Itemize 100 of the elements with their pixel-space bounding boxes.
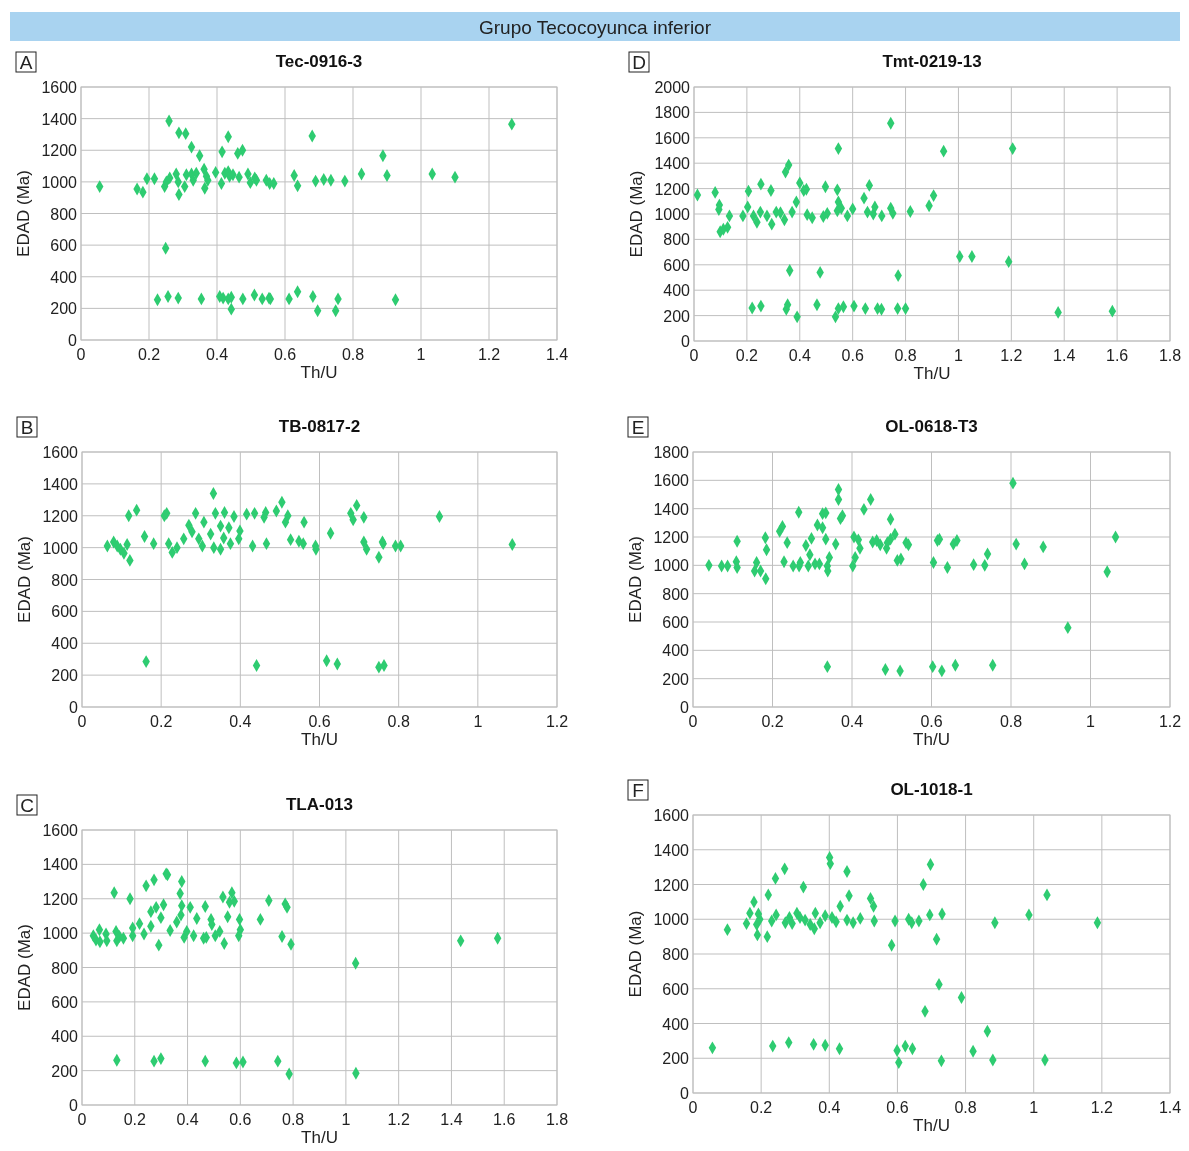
y-tick-label: 1000	[41, 173, 78, 191]
y-tick-label: 0	[681, 333, 691, 350]
x-tick-label: 0.4	[229, 713, 252, 730]
chart-title: TB-0817-2	[278, 417, 361, 436]
y-tick-label: 0	[68, 332, 78, 349]
x-tick-label: 0.8	[341, 346, 365, 363]
y-tick-label: 400	[50, 268, 78, 286]
x-tick-label: 1.8	[1158, 347, 1182, 364]
y-tick-label: 1400	[653, 841, 690, 859]
y-tick-label: 1400	[42, 475, 79, 493]
y-tick-label: 200	[50, 300, 78, 318]
y-tick-label: 1000	[42, 925, 79, 943]
x-tick-label: 0.2	[150, 713, 173, 730]
x-tick-label: 1.4	[1158, 1099, 1182, 1116]
y-tick-label: 2000	[654, 79, 691, 96]
y-axis-title: EDAD (Ma)	[626, 910, 645, 998]
x-tick-label: 1	[1029, 1099, 1039, 1116]
x-axis-title: Th/U	[913, 364, 951, 383]
y-tick-label: 400	[663, 282, 691, 300]
x-tick-label: 1	[416, 346, 426, 363]
y-tick-label: 200	[51, 667, 79, 685]
y-tick-label: 0	[680, 1085, 690, 1102]
x-tick-label: 0.8	[954, 1099, 977, 1116]
x-tick-label: 0.8	[894, 347, 917, 364]
text: B	[20, 417, 34, 438]
y-tick-label: 0	[69, 699, 79, 716]
x-tick-label: 0.2	[761, 713, 784, 730]
x-tick-label: 0.6	[886, 1099, 909, 1116]
y-tick-label: 1600	[41, 79, 78, 96]
y-tick-label: 800	[662, 585, 690, 603]
x-axis-title: Th/U	[301, 730, 338, 749]
y-tick-label: 800	[50, 205, 78, 223]
x-tick-label: 1.6	[493, 1111, 516, 1128]
y-tick-label: 1600	[653, 472, 690, 490]
x-tick-label: 1.4	[545, 346, 569, 363]
x-tick-label: 1	[473, 713, 483, 730]
y-tick-label: 600	[662, 980, 690, 998]
x-axis-title: Th/U	[913, 730, 950, 749]
y-tick-label: 1000	[654, 206, 691, 223]
x-tick-label: 0.6	[308, 713, 331, 730]
x-tick-label: 0.4	[176, 1111, 199, 1128]
y-tick-label: 600	[51, 603, 79, 621]
x-tick-label: 0.6	[273, 346, 297, 363]
y-tick-label: 1600	[42, 822, 79, 839]
x-tick-label: 0.4	[205, 346, 229, 363]
x-tick-label: 0.6	[229, 1111, 252, 1128]
y-tick-label: 1200	[653, 529, 690, 546]
x-tick-label: 1	[341, 1111, 351, 1128]
y-tick-label: 1400	[654, 155, 691, 173]
chart-title: Tmt-0219-13	[882, 52, 982, 71]
x-tick-label: 1.4	[1053, 347, 1076, 364]
chart-title: OL-0618-T3	[885, 417, 978, 436]
y-tick-label: 1000	[42, 539, 79, 557]
x-axis-title: Th/U	[300, 363, 338, 382]
y-tick-label: 400	[662, 642, 690, 660]
y-tick-label: 1600	[653, 807, 690, 824]
y-tick-label: 1000	[653, 911, 690, 929]
text: A	[19, 52, 33, 73]
y-tick-label: 1400	[653, 500, 690, 518]
y-tick-label: 1400	[41, 110, 78, 128]
y-tick-label: 1200	[653, 876, 690, 894]
y-tick-label: 1000	[653, 557, 690, 575]
x-tick-label: 1	[953, 347, 963, 364]
x-tick-label: 1.2	[387, 1111, 410, 1128]
y-tick-label: 1800	[653, 444, 690, 461]
y-tick-label: 800	[663, 231, 691, 249]
x-axis-title: Th/U	[301, 1128, 338, 1147]
y-tick-label: 800	[51, 571, 79, 589]
y-tick-label: 600	[51, 993, 79, 1011]
text: Grupo Tecocoyunca inferior	[479, 17, 712, 38]
y-tick-label: 1600	[42, 444, 79, 461]
y-tick-label: 400	[51, 1028, 79, 1046]
y-tick-label: 800	[51, 959, 79, 977]
x-tick-label: 0.2	[137, 346, 161, 363]
x-tick-label: 1.6	[1105, 347, 1129, 364]
y-tick-label: 200	[51, 1062, 79, 1080]
x-tick-label: 0.4	[840, 713, 864, 730]
text: F	[632, 780, 644, 801]
y-tick-label: 600	[662, 614, 690, 631]
y-axis-title: EDAD (Ma)	[14, 170, 33, 257]
x-tick-label: 1.4	[440, 1111, 463, 1128]
y-axis-title: EDAD (Ma)	[15, 924, 34, 1011]
x-tick-label: 1	[1086, 713, 1096, 730]
y-tick-label: 1200	[42, 890, 79, 908]
y-tick-label: 200	[662, 670, 690, 688]
x-tick-label: 1.2	[545, 713, 569, 730]
x-tick-label: 0.2	[735, 347, 759, 364]
chart-title: OL-1018-1	[890, 780, 973, 799]
text: D	[632, 52, 646, 73]
x-tick-label: 1.2	[1000, 347, 1023, 364]
y-tick-label: 1600	[654, 129, 691, 147]
x-tick-label: 1.2	[1158, 713, 1182, 730]
text: C	[20, 795, 34, 816]
x-axis-title: Th/U	[913, 1116, 950, 1135]
y-tick-label: 200	[662, 1050, 690, 1068]
x-tick-label: 0.8	[387, 713, 410, 730]
y-tick-label: 1200	[654, 180, 691, 198]
x-tick-label: 0.2	[123, 1111, 146, 1128]
chart-title: Tec-0916-3	[275, 52, 363, 71]
x-tick-label: 0.6	[841, 347, 864, 364]
